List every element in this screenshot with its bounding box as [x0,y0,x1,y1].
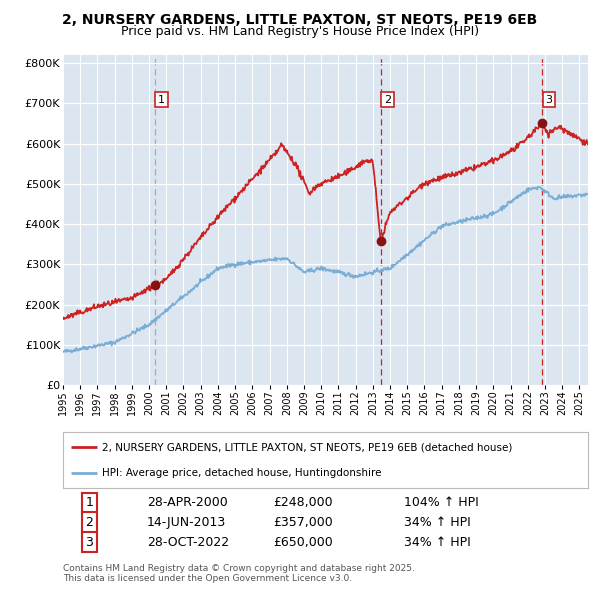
Text: 34% ↑ HPI: 34% ↑ HPI [404,536,471,549]
Text: 2, NURSERY GARDENS, LITTLE PAXTON, ST NEOTS, PE19 6EB: 2, NURSERY GARDENS, LITTLE PAXTON, ST NE… [62,13,538,27]
Text: 3: 3 [545,94,553,104]
Text: £650,000: £650,000 [273,536,333,549]
Text: Price paid vs. HM Land Registry's House Price Index (HPI): Price paid vs. HM Land Registry's House … [121,25,479,38]
Text: 34% ↑ HPI: 34% ↑ HPI [404,516,471,529]
Text: 2, NURSERY GARDENS, LITTLE PAXTON, ST NEOTS, PE19 6EB (detached house): 2, NURSERY GARDENS, LITTLE PAXTON, ST NE… [103,442,513,452]
Text: 1: 1 [85,496,93,510]
Text: Contains HM Land Registry data © Crown copyright and database right 2025.
This d: Contains HM Land Registry data © Crown c… [63,563,415,583]
Text: £357,000: £357,000 [273,516,333,529]
Text: HPI: Average price, detached house, Huntingdonshire: HPI: Average price, detached house, Hunt… [103,468,382,478]
Text: £248,000: £248,000 [273,496,332,510]
Text: 1: 1 [158,94,165,104]
Text: 28-OCT-2022: 28-OCT-2022 [147,536,229,549]
Text: 3: 3 [85,536,93,549]
Text: 14-JUN-2013: 14-JUN-2013 [147,516,226,529]
Text: 2: 2 [85,516,93,529]
Text: 28-APR-2000: 28-APR-2000 [147,496,228,510]
Text: 2: 2 [384,94,391,104]
Text: 104% ↑ HPI: 104% ↑ HPI [404,496,479,510]
